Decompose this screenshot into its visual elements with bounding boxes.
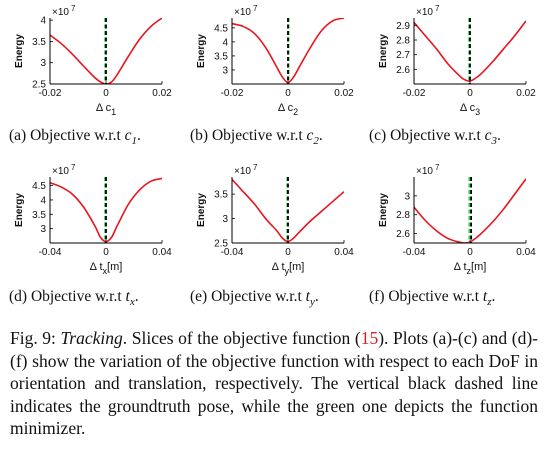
x-tick-label: 0	[285, 247, 291, 258]
plot-panel-d: 3 3.5 4 4.5 -0.04 0 0.04 ×10 7 Energy Δ tx[m]	[0, 163, 175, 283]
y-tick-label: 4	[40, 195, 46, 206]
y-tick-label: 3.5	[32, 37, 46, 48]
x-tick-label: 0	[103, 88, 109, 99]
y-tick-label: 3	[222, 65, 228, 76]
plot-c-svg: 2.6 2.7 2.8 2.9 -0.02 0 0.02 ×10 7 Energy Δ c3	[378, 4, 536, 117]
y-tick-label: 2.9	[396, 21, 410, 32]
x-tick-label: -0.04	[221, 247, 244, 258]
y-tick-label: 4.5	[214, 23, 228, 34]
y-multiplier-label: ×10 7	[52, 4, 76, 18]
y-multiplier-label: ×10 7	[416, 163, 440, 177]
plot-f-svg: 2.6 2.8 3 -0.04 0 0.04 ×10 7 Energy Δ tz[m]	[378, 163, 536, 276]
x-axis-label: Δ c3	[460, 102, 480, 117]
y-multiplier-label: ×10 7	[416, 4, 440, 18]
plot-panel-b: 3 3.5 4 4.5 -0.02 0 0.02 ×10 7 Energy Δ c2	[182, 4, 357, 124]
y-axis-label: Energy	[14, 193, 25, 227]
caption-equation-ref[interactable]: 15	[360, 328, 379, 348]
y-tick-label: 4	[40, 16, 46, 27]
y-tick-label: 3	[404, 191, 410, 202]
caption-label: Fig. 9:	[10, 328, 56, 348]
energy-curve	[50, 18, 162, 84]
x-tick-label: -0.02	[403, 88, 426, 99]
x-tick-label: -0.02	[39, 88, 62, 99]
y-axis-label: Energy	[378, 193, 389, 227]
subcaption-d: (d) Objective w.r.t tx.	[9, 288, 139, 309]
caption-pre-ref: . Slices of the objective function (	[122, 328, 361, 348]
plot-panel-e: 2.5 3 3.5 -0.04 0 0.04 ×10 7 Energy Δ ty[m]	[182, 163, 357, 283]
y-tick-label: 2.5	[214, 239, 228, 250]
y-axis-label: Energy	[196, 193, 207, 227]
x-tick-label: 0.04	[334, 247, 354, 258]
subcaption-a: (a) Objective w.r.t c1.	[9, 127, 141, 148]
plot-e-svg: 2.5 3 3.5 -0.04 0 0.04 ×10 7 Energy Δ ty[m]	[196, 163, 354, 276]
y-axis-label: Energy	[196, 34, 207, 68]
plot-panel-c: 2.6 2.7 2.8 2.9 -0.02 0 0.02 ×10 7 Energy Δ c3	[364, 4, 539, 124]
y-axis-label: Energy	[378, 34, 389, 68]
y-tick-label: 2.7	[396, 50, 410, 61]
x-axis-label: Δ c2	[278, 102, 298, 117]
y-tick-label: 2.8	[396, 36, 410, 47]
plot-panel-f: 2.6 2.8 3 -0.04 0 0.04 ×10 7 Energy Δ tz[m]	[364, 163, 539, 283]
y-multiplier-label: ×10 7	[234, 4, 258, 18]
x-tick-label: -0.04	[403, 247, 426, 258]
x-tick-label: 0.02	[334, 88, 354, 99]
y-tick-label: 3.5	[214, 51, 228, 62]
y-multiplier-label: ×10 7	[52, 163, 76, 177]
plot-d-svg: 3 3.5 4 4.5 -0.04 0 0.04 ×10 7 Energy Δ tx[m]	[14, 163, 172, 276]
y-multiplier-label: ×10 7	[234, 163, 258, 177]
y-axis-label: Energy	[14, 34, 25, 68]
y-tick-label: 3	[40, 58, 46, 69]
x-tick-label: 0.02	[152, 88, 172, 99]
y-tick-label: 2.6	[396, 65, 410, 76]
x-tick-label: 0.04	[516, 247, 536, 258]
y-tick-label: 2.8	[396, 210, 410, 221]
x-tick-label: 0	[285, 88, 291, 99]
x-tick-label: -0.04	[39, 247, 62, 258]
plot-b-svg: 3 3.5 4 4.5 -0.02 0 0.02 ×10 7 Energy Δ c2	[196, 4, 354, 117]
subcaption-f: (f) Objective w.r.t tz.	[369, 288, 496, 309]
y-tick-label: 2.5	[32, 80, 46, 91]
y-tick-label: 4	[222, 37, 228, 48]
y-tick-label: 3	[40, 224, 46, 235]
plot-a-svg: 2.5 3 3.5 4 -0.02 0 0.02 ×10 7 Energy Δ c1	[14, 4, 172, 117]
plot-panel-a: 2.5 3 3.5 4 -0.02 0 0.02 ×10 7 Energy Δ c1	[0, 4, 175, 124]
x-axis-label: Δ ty[m]	[272, 261, 305, 276]
x-axis-label: Δ tz[m]	[454, 261, 487, 276]
subcaption-e: (e) Objective w.r.t ty.	[190, 288, 319, 309]
caption-body: ). Plots (a)-(c) and (d)-(f) show the va…	[10, 328, 538, 438]
y-tick-label: 2.6	[396, 229, 410, 240]
x-tick-label: 0	[467, 247, 473, 258]
caption-lead: Tracking	[60, 328, 123, 348]
y-tick-label: 4.5	[32, 181, 46, 192]
x-tick-label: -0.02	[221, 88, 244, 99]
x-tick-label: 0	[103, 247, 109, 258]
x-tick-label: 0	[467, 88, 473, 99]
x-tick-label: 0.04	[152, 247, 172, 258]
x-axis-label: Δ tx[m]	[90, 261, 123, 276]
figure-caption: Fig. 9: Tracking. Slices of the objectiv…	[10, 327, 538, 440]
y-tick-label: 3.5	[32, 210, 46, 221]
subcaption-c: (c) Objective w.r.t c3.	[369, 127, 501, 148]
subcaption-b: (b) Objective w.r.t c2.	[190, 127, 323, 148]
y-tick-label: 3.5	[214, 190, 228, 201]
x-tick-label: 0.02	[516, 88, 536, 99]
x-axis-label: Δ c1	[96, 102, 116, 117]
y-tick-label: 3	[222, 214, 228, 225]
